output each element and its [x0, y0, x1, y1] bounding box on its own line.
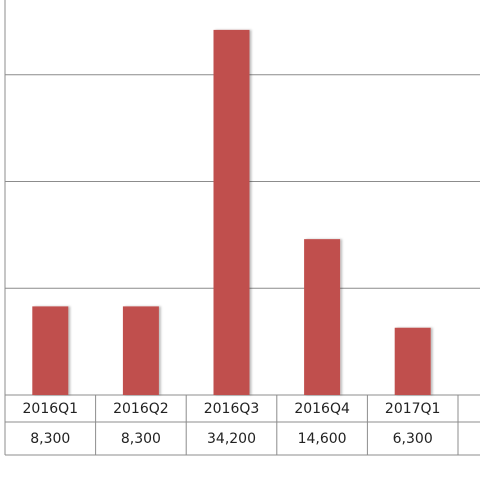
bar — [213, 29, 250, 395]
x-tick-label: 2016Q2 — [113, 401, 169, 417]
x-tick-label: 2017Q1 — [385, 401, 441, 417]
x-tick-label: 2016Q1 — [23, 401, 79, 417]
value-label: 6,300 — [393, 431, 433, 447]
x-tick-label: 2016Q4 — [294, 401, 350, 417]
value-label: 34,200 — [207, 431, 256, 447]
value-label: 8,300 — [121, 431, 161, 447]
bar — [122, 306, 159, 395]
value-label: 14,600 — [298, 431, 347, 447]
bar — [304, 239, 341, 395]
value-label: 8,300 — [30, 431, 70, 447]
bar — [394, 327, 431, 395]
x-tick-label: 2016Q3 — [204, 401, 260, 417]
bar — [32, 306, 69, 395]
